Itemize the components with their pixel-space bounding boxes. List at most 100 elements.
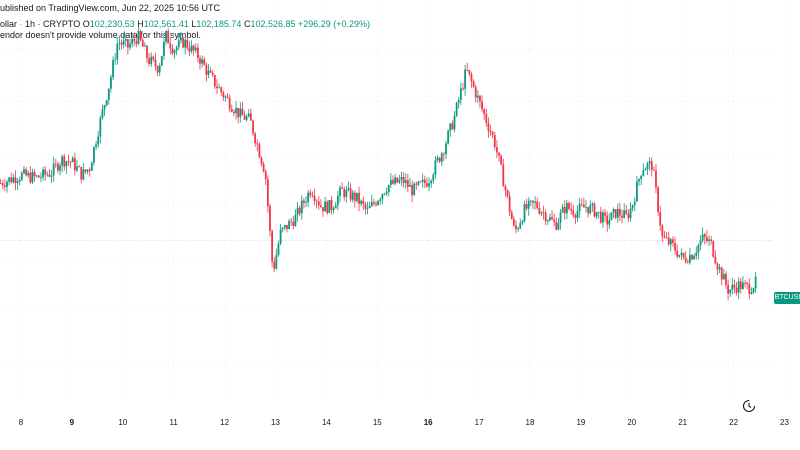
candle-body [373, 202, 375, 204]
candle-body [710, 239, 713, 242]
candle-body [606, 215, 609, 225]
open-value: 102,230.53 [89, 19, 135, 29]
candle-body [116, 43, 119, 60]
candle-body [120, 42, 123, 45]
candle-body [455, 102, 458, 116]
candle-body [139, 30, 142, 40]
candle-body [485, 113, 488, 124]
candle-body [737, 281, 740, 293]
candle-body [180, 37, 182, 41]
candle-body [508, 195, 511, 212]
candle-body [712, 241, 715, 257]
candle-body [143, 45, 146, 47]
candle-body [470, 74, 473, 82]
candle-body [438, 157, 441, 162]
candle-body [487, 123, 490, 132]
candle-body [731, 284, 734, 290]
candle-body [67, 161, 70, 163]
candle-body [406, 180, 409, 187]
candle-body [42, 169, 44, 178]
candle-body [459, 88, 462, 101]
candle-body [572, 210, 575, 216]
high-value: 102,561.41 [143, 19, 189, 29]
candle-body [353, 192, 356, 201]
candle-body [27, 172, 30, 176]
candle-body [585, 207, 587, 208]
candle-body [290, 221, 293, 222]
x-tick-label: 21 [678, 418, 687, 427]
candle-body [76, 166, 78, 171]
candle-body [464, 69, 467, 89]
candle-body [521, 221, 524, 224]
open-label: O [82, 19, 90, 29]
candle-body [241, 108, 244, 116]
candle-body [296, 207, 299, 215]
candle-body [330, 200, 333, 211]
candle-body [165, 30, 167, 42]
candle-body [141, 39, 144, 47]
candle-body [576, 211, 579, 218]
candle-body [146, 45, 148, 59]
candle-body [194, 47, 197, 51]
reset-chart-icon[interactable] [741, 398, 757, 414]
candle-body [247, 113, 250, 117]
candle-body [589, 205, 592, 214]
candle-body [404, 180, 407, 184]
candle-body [661, 225, 664, 237]
candle-body [430, 180, 433, 184]
candle-body [65, 161, 68, 167]
candle-body [160, 55, 163, 66]
candle-body [6, 181, 8, 187]
candle-body [703, 234, 706, 238]
candle-body [370, 202, 373, 207]
candle-body [686, 261, 689, 263]
candle-body [574, 215, 577, 218]
candle-body [292, 221, 295, 226]
candle-body [173, 50, 176, 54]
candle-body [237, 108, 240, 118]
candle-body [729, 289, 732, 294]
candle-body [343, 188, 346, 197]
candle-body [44, 169, 47, 175]
candle-body [697, 245, 700, 253]
candle-body [305, 202, 307, 203]
candle-body [167, 30, 170, 44]
close-label: C [243, 19, 251, 29]
candle-body [563, 206, 566, 214]
candle-body [186, 39, 189, 48]
candle-body [625, 210, 628, 214]
candle-body [680, 253, 683, 255]
candle-body [483, 109, 486, 114]
candle-body [0, 182, 2, 184]
candle-body [175, 47, 178, 51]
candle-body [129, 43, 131, 48]
high-label: H [137, 19, 144, 29]
candle-body [262, 164, 265, 172]
candle-body [498, 152, 500, 156]
candle-body [339, 187, 341, 196]
candle-body [156, 66, 159, 73]
candle-body [224, 96, 227, 98]
candle-body [718, 267, 721, 270]
candle-body [245, 116, 248, 120]
candle-body [387, 185, 390, 192]
candle-body [271, 231, 274, 262]
candle-body [445, 143, 447, 155]
candle-body [663, 236, 666, 238]
candle-body [623, 210, 626, 218]
candle-body [84, 169, 87, 172]
candle-body [665, 237, 668, 239]
candle-body [375, 203, 377, 205]
candle-body [50, 175, 53, 177]
candle-body [451, 123, 454, 130]
candle-body [642, 170, 645, 176]
candle-body [542, 212, 545, 214]
candle-body [635, 181, 638, 202]
candle-body [402, 176, 405, 184]
candle-body [150, 56, 153, 64]
candle-body [631, 205, 634, 209]
candle-body [566, 202, 568, 214]
candle-body [587, 207, 590, 214]
candle-body [595, 212, 598, 217]
